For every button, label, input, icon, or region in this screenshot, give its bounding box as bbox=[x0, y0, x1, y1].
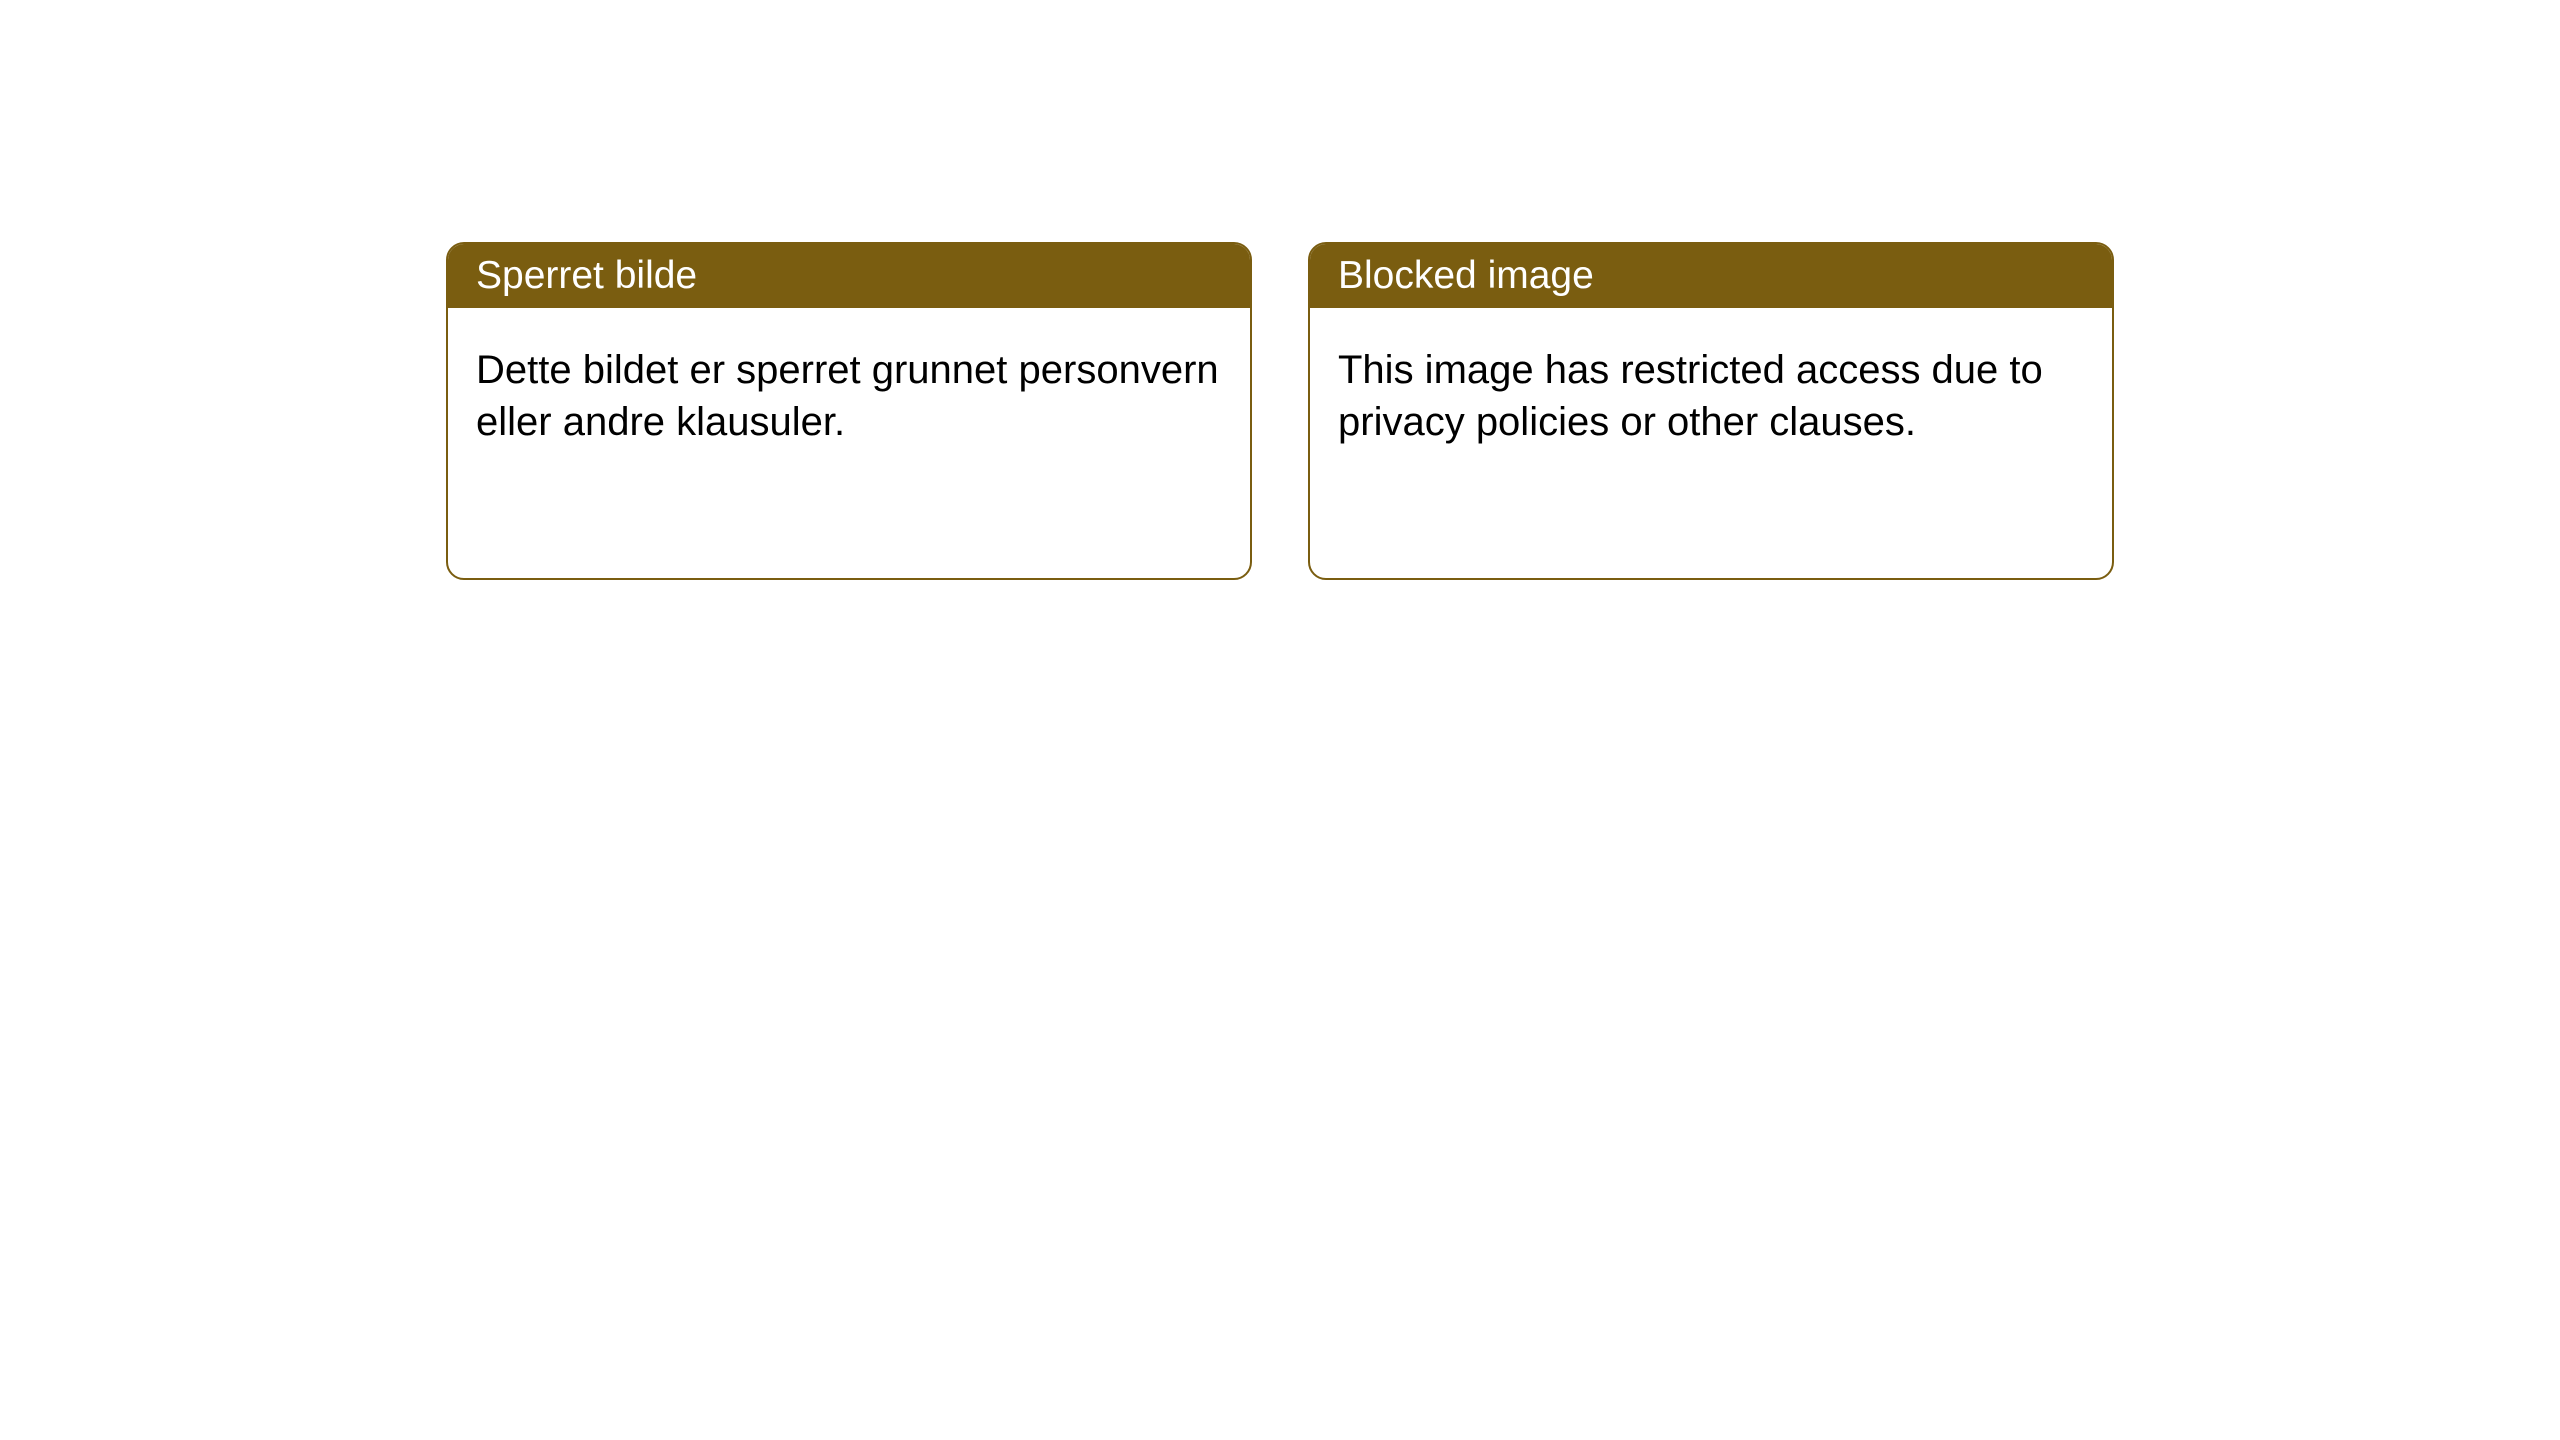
notice-title: Sperret bilde bbox=[476, 254, 697, 297]
notice-title: Blocked image bbox=[1338, 254, 1594, 297]
notice-card-body: This image has restricted access due to … bbox=[1310, 308, 2112, 484]
notice-card-header: Sperret bilde bbox=[448, 244, 1250, 308]
notice-body-text: This image has restricted access due to … bbox=[1338, 348, 2043, 444]
notice-container: Sperret bilde Dette bildet er sperret gr… bbox=[0, 0, 2560, 580]
notice-card-body: Dette bildet er sperret grunnet personve… bbox=[448, 308, 1250, 484]
notice-card-english: Blocked image This image has restricted … bbox=[1308, 242, 2114, 580]
notice-body-text: Dette bildet er sperret grunnet personve… bbox=[476, 348, 1219, 444]
notice-card-header: Blocked image bbox=[1310, 244, 2112, 308]
notice-card-norwegian: Sperret bilde Dette bildet er sperret gr… bbox=[446, 242, 1252, 580]
